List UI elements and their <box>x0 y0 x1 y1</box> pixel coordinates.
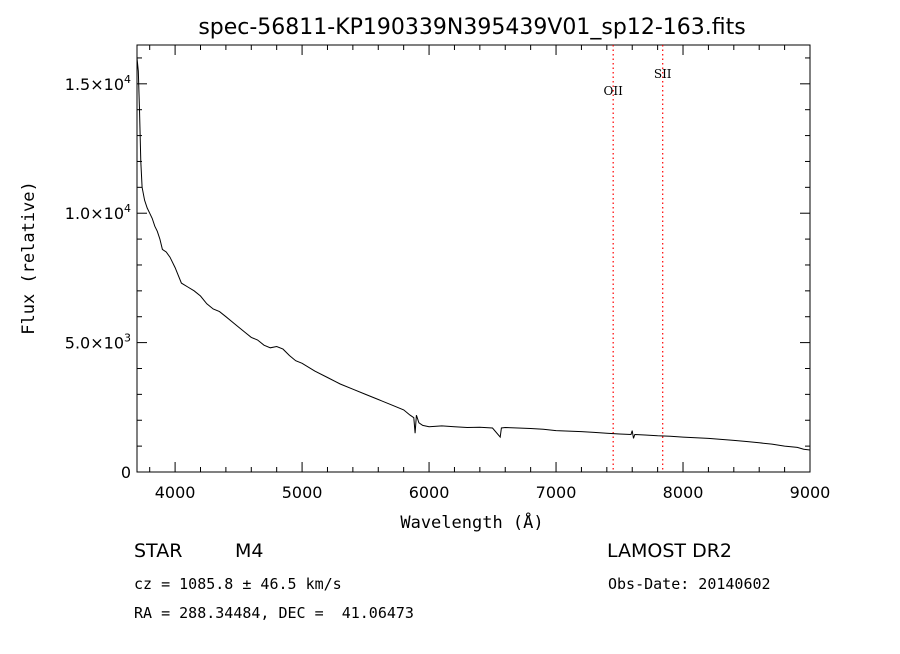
spectrum-series <box>136 57 811 451</box>
x-tick-label: 5000 <box>282 483 323 502</box>
plot-frame <box>136 44 811 473</box>
observation-date: Obs-Date: 20140602 <box>608 575 771 593</box>
redshift-velocity: cz = 1085.8 ± 46.5 km/s <box>134 575 342 593</box>
x-tick-label: 9000 <box>790 483 831 502</box>
ra-dec-coordinates: RA = 288.34484, DEC = 41.06473 <box>134 604 414 622</box>
chart-title: spec-56811-KP190339N395439V01_sp12-163.f… <box>198 15 745 40</box>
emission-line-label: OII <box>604 84 624 98</box>
y-axis-ticks: 0 5.0×103 1.0×104 1.5×104 <box>65 57 810 482</box>
x-tick-label: 8000 <box>663 483 704 502</box>
survey-name: LAMOST DR2 <box>607 540 732 562</box>
emission-line-markers: OII SII <box>604 45 672 472</box>
object-subclass: M4 <box>235 540 264 562</box>
x-axis-ticks: 4000 5000 6000 7000 8000 9000 <box>149 45 831 502</box>
y-tick-label: 5.0×103 <box>65 332 131 353</box>
x-tick-label: 4000 <box>155 483 196 502</box>
y-tick-label: 1.5×104 <box>65 73 131 94</box>
y-tick-label: 0 <box>121 463 131 482</box>
x-axis-label: Wavelength (Å) <box>400 511 543 533</box>
y-axis-label: Flux (relative) <box>19 181 39 335</box>
object-class: STAR <box>134 540 183 562</box>
x-tick-label: 7000 <box>536 483 577 502</box>
spectrum-line <box>136 57 811 451</box>
x-tick-label: 6000 <box>409 483 450 502</box>
y-tick-label: 1.0×104 <box>65 202 131 223</box>
emission-line-label: SII <box>654 67 672 81</box>
